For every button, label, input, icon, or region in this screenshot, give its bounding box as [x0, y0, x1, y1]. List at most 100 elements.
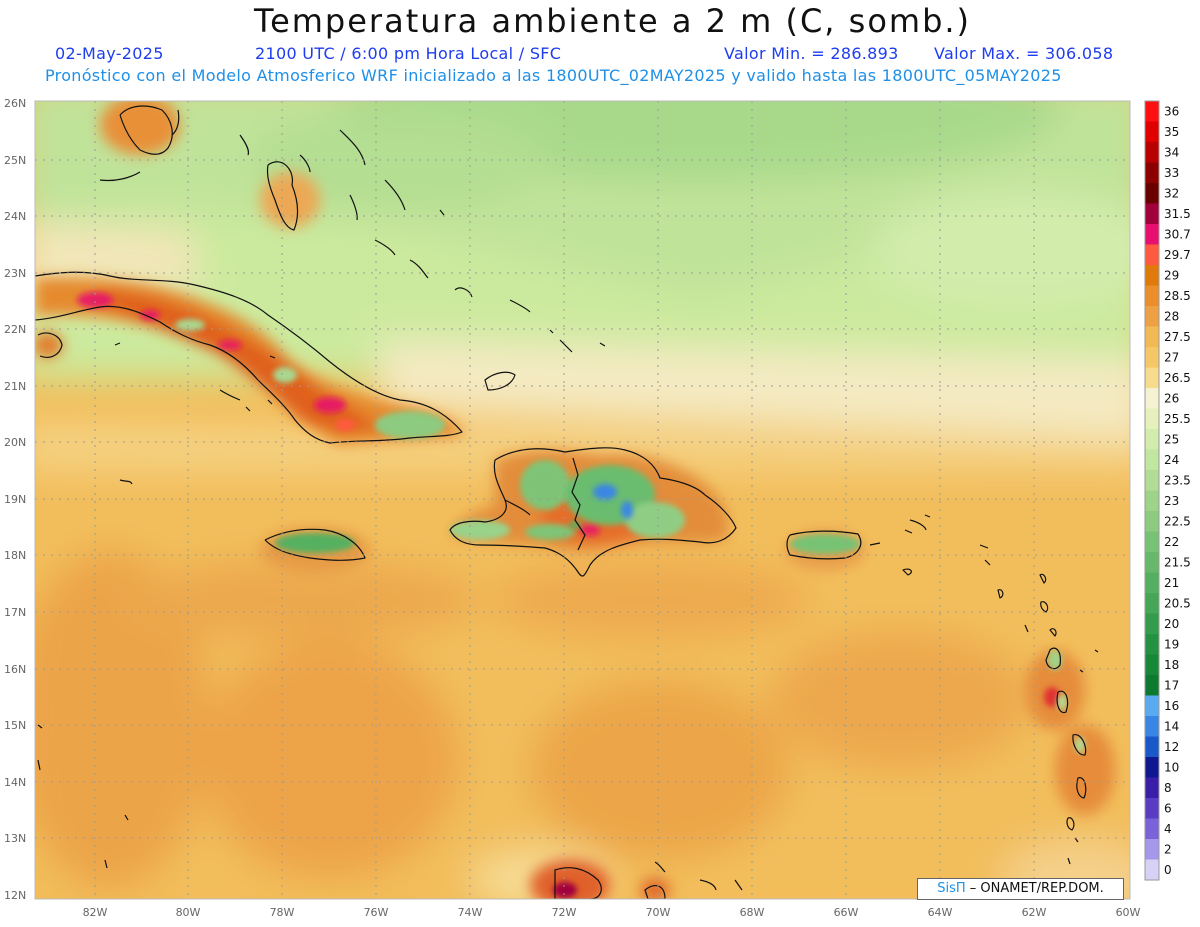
colorbar-swatch — [1145, 675, 1159, 697]
colorbar-swatch — [1145, 265, 1159, 287]
colorbar-swatch — [1145, 285, 1159, 307]
map-title: Temperatura ambiente a 2 m (C, somb.) — [253, 2, 972, 40]
colorbar: 363534333231.530.729.72928.52827.52726.5… — [1144, 100, 1191, 881]
forecast-label: Pronóstico con el Modelo Atmosferico WRF… — [45, 66, 1062, 85]
colorbar-label: 36 — [1164, 104, 1179, 118]
colorbar-label: 32 — [1164, 186, 1179, 200]
lat-label: 25N — [4, 154, 26, 167]
lat-label: 19N — [4, 493, 26, 506]
lat-label: 12N — [4, 889, 26, 902]
colorbar-swatch — [1145, 490, 1159, 512]
lon-label: 80W — [176, 906, 201, 919]
lat-label: 15N — [4, 719, 26, 732]
colorbar-label: 23 — [1164, 494, 1179, 508]
colorbar-label: 29.7 — [1164, 248, 1191, 262]
colorbar-label: 8 — [1164, 781, 1172, 795]
colorbar-label: 27.5 — [1164, 330, 1191, 344]
lat-label: 14N — [4, 776, 26, 789]
colorbar-swatch — [1145, 839, 1159, 861]
colorbar-label: 34 — [1164, 145, 1179, 159]
colorbar-swatch — [1145, 777, 1159, 799]
colorbar-label: 20 — [1164, 617, 1179, 631]
colorbar-swatch — [1145, 859, 1159, 881]
colorbar-label: 35 — [1164, 125, 1179, 139]
colorbar-label: 28.5 — [1164, 289, 1191, 303]
colorbar-label: 21 — [1164, 576, 1179, 590]
colorbar-swatch — [1145, 470, 1159, 492]
credit-box: SisΠ – ONAMET/REP.DOM. — [917, 878, 1124, 900]
lon-label: 76W — [364, 906, 389, 919]
colorbar-label: 14 — [1164, 719, 1179, 733]
colorbar-swatch — [1145, 306, 1159, 328]
lat-label: 23N — [4, 267, 26, 280]
colorbar-swatch — [1145, 552, 1159, 574]
colorbar-label: 12 — [1164, 740, 1179, 754]
colorbar-label: 30.7 — [1164, 227, 1191, 241]
colorbar-swatch — [1145, 121, 1159, 143]
colorbar-label: 28 — [1164, 309, 1179, 323]
colorbar-label: 22 — [1164, 535, 1179, 549]
lat-axis: 26N 25N 24N 23N 22N 21N 20N 19N 18N 17N … — [4, 97, 26, 902]
colorbar-label: 27 — [1164, 350, 1179, 364]
lon-label: 82W — [83, 906, 108, 919]
colorbar-label: 0 — [1164, 863, 1172, 877]
colorbar-label: 33 — [1164, 166, 1179, 180]
colorbar-swatch — [1145, 408, 1159, 430]
lon-label: 70W — [646, 906, 671, 919]
temperature-field — [35, 101, 1130, 899]
colorbar-label: 6 — [1164, 801, 1172, 815]
colorbar-swatch — [1145, 203, 1159, 225]
colorbar-label: 19 — [1164, 637, 1179, 651]
colorbar-swatch — [1145, 531, 1159, 553]
sispi-logo-text: SisΠ — [937, 881, 966, 896]
colorbar-swatch — [1145, 429, 1159, 451]
colorbar-label: 25 — [1164, 432, 1179, 446]
colorbar-swatch — [1145, 716, 1159, 738]
colorbar-swatch — [1145, 736, 1159, 758]
colorbar-swatch — [1145, 367, 1159, 389]
colorbar-frame — [1144, 100, 1160, 881]
colorbar-swatch — [1145, 695, 1159, 717]
colorbar-swatch — [1145, 142, 1159, 164]
lat-label: 17N — [4, 606, 26, 619]
colorbar-swatch — [1145, 818, 1159, 840]
colorbar-label: 10 — [1164, 760, 1179, 774]
colorbar-swatch — [1145, 347, 1159, 369]
lat-label: 21N — [4, 380, 26, 393]
lon-label: 60W — [1116, 906, 1141, 919]
colorbar-swatch — [1145, 326, 1159, 348]
colorbar-label: 20.5 — [1164, 596, 1191, 610]
lat-label: 20N — [4, 436, 26, 449]
lon-label: 74W — [458, 906, 483, 919]
colorbar-swatch — [1145, 388, 1159, 410]
colorbar-label: 21.5 — [1164, 555, 1191, 569]
colorbar-label: 4 — [1164, 822, 1172, 836]
colorbar-swatch — [1145, 244, 1159, 266]
colorbar-label: 17 — [1164, 678, 1179, 692]
lon-label: 72W — [552, 906, 577, 919]
colorbar-label: 24 — [1164, 453, 1179, 467]
colorbar-label: 29 — [1164, 268, 1179, 282]
colorbar-swatch — [1145, 634, 1159, 656]
lon-label: 66W — [834, 906, 859, 919]
colorbar-swatch — [1145, 511, 1159, 533]
colorbar-label: 23.5 — [1164, 473, 1191, 487]
lat-label: 26N — [4, 97, 26, 110]
colorbar-swatch — [1145, 183, 1159, 205]
colorbar-swatch — [1145, 572, 1159, 594]
colorbar-swatch — [1145, 613, 1159, 635]
colorbar-swatch — [1145, 101, 1159, 123]
credit-text: – ONAMET/REP.DOM. — [965, 881, 1104, 896]
colorbar-swatch — [1145, 757, 1159, 779]
max-value-label: Valor Max. = 306.058 — [934, 44, 1114, 63]
colorbar-label: 18 — [1164, 658, 1179, 672]
lat-label: 22N — [4, 323, 26, 336]
lon-label: 68W — [740, 906, 765, 919]
colorbar-swatch — [1145, 593, 1159, 615]
colorbar-swatch — [1145, 654, 1159, 676]
lon-label: 64W — [928, 906, 953, 919]
colorbar-swatch — [1145, 162, 1159, 184]
lat-label: 18N — [4, 549, 26, 562]
colorbar-swatch — [1145, 224, 1159, 246]
